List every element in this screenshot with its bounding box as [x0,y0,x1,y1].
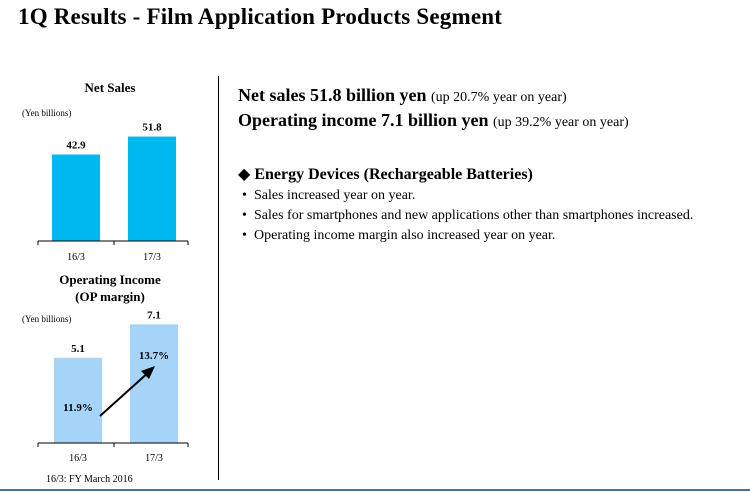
margin-label: 13.7% [139,350,169,362]
page-title: 1Q Results - Film Application Products S… [18,4,503,29]
bullet-icon: • [242,228,247,243]
net-sales-main: Net sales 51.8 billion yen [238,85,427,105]
unit-label: (Yen billions) [22,108,71,118]
list-item: • Operating income margin also increased… [238,226,734,246]
data-label: 5.1 [71,343,85,355]
chart-title: Operating Income [59,272,161,287]
data-label: 51.8 [142,122,162,134]
vertical-divider [218,76,219,480]
summary-panel: Net sales 51.8 billion yen (up 20.7% yea… [238,84,738,246]
unit-label: (Yen billions) [22,314,71,324]
tick-label: 16/3 [69,453,87,464]
tick-label: 17/3 [145,453,163,464]
bar [54,357,102,443]
bullet-text: Sales for smartphones and new applicatio… [254,208,694,223]
data-label: 7.1 [147,309,161,321]
operating-income-change: (up 39.2% year on year) [493,115,629,130]
net-sales-chart: Net Sales (Yen billions) 42.9 51.8 16/3 17… [22,80,189,263]
bar [128,136,176,241]
bottom-rule [0,489,750,491]
diamond-icon: ◆ [238,166,251,183]
margin-trend-arrow [99,370,151,417]
net-sales-headline: Net sales 51.8 billion yen (up 20.7% yea… [238,84,738,109]
section-heading: ◆ Energy Devices (Rechargeable Batteries… [238,165,738,185]
chart-subtitle: (OP margin) [75,289,145,304]
bullet-icon: • [242,188,247,203]
bullet-icon: • [242,208,247,223]
bullet-text: Sales increased year on year. [254,188,416,203]
operating-income-headline: Operating income 7.1 billion yen (up 39.… [238,109,738,134]
operating-income-chart: Operating Income (OP margin) (Yen billio… [22,272,189,464]
arrowhead-icon [141,366,155,379]
bar [52,154,100,241]
bullet-list: • Sales increased year on year. • Sales … [238,186,738,246]
list-item: • Sales for smartphones and new applicat… [238,206,734,226]
net-sales-change: (up 20.7% year on year) [431,90,567,105]
data-label: 42.9 [66,139,86,151]
bar [130,324,178,443]
section-title: Energy Devices (Rechargeable Batteries) [254,166,533,183]
bullet-text: Operating income margin also increased y… [254,228,556,243]
operating-income-main: Operating income 7.1 billion yen [238,110,489,130]
list-item: • Sales increased year on year. [238,186,734,206]
chart-title: Net Sales [85,80,136,95]
tick-label: 17/3 [143,252,161,263]
tick-label: 16/3 [67,252,85,263]
margin-label: 11.9% [63,402,93,414]
footnote: 16/3: FY March 2016 [46,474,133,485]
